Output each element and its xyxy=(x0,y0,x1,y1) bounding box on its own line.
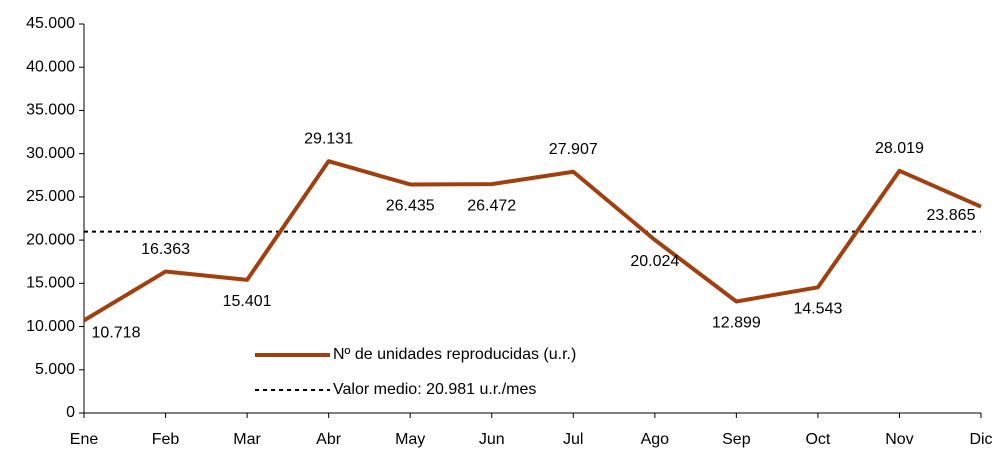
data-label: 14.543 xyxy=(793,301,842,318)
y-tick-label: 10.000 xyxy=(26,318,75,335)
y-tick-label: 45.000 xyxy=(26,15,75,32)
data-label: 10.718 xyxy=(92,325,141,342)
y-tick-label: 25.000 xyxy=(26,188,75,205)
data-label: 26.435 xyxy=(386,198,435,215)
data-label: 20.024 xyxy=(630,253,679,270)
x-tick-label: Mar xyxy=(233,431,261,448)
data-label: 28.019 xyxy=(875,140,924,157)
x-tick-label: Sep xyxy=(722,431,751,448)
y-tick-label: 30.000 xyxy=(26,145,75,162)
x-tick-label: May xyxy=(395,431,425,448)
legend-label: Nº de unidades reproducidas (u.r.) xyxy=(333,346,576,363)
x-tick-label: Feb xyxy=(152,431,180,448)
data-label: 23.865 xyxy=(927,207,976,224)
data-label: 15.401 xyxy=(223,293,272,310)
data-label: 27.907 xyxy=(549,141,598,158)
y-tick-label: 15.000 xyxy=(26,275,75,292)
x-tick-label: Dic xyxy=(969,431,992,448)
x-tick-label: Nov xyxy=(885,431,913,448)
y-tick-label: 0 xyxy=(66,404,75,421)
data-label: 26.472 xyxy=(467,197,516,214)
y-tick-label: 40.000 xyxy=(26,58,75,75)
data-label: 29.131 xyxy=(304,130,353,147)
x-tick-label: Ene xyxy=(70,431,99,448)
x-tick-label: Jul xyxy=(563,431,583,448)
x-tick-label: Jun xyxy=(479,431,505,448)
data-label: 12.899 xyxy=(712,315,761,332)
x-tick-label: Oct xyxy=(805,431,830,448)
data-label: 16.363 xyxy=(141,241,190,258)
series-line xyxy=(82,159,982,323)
x-tick-label: Abr xyxy=(316,431,342,448)
legend-label: Valor medio: 20.981 u.r./mes xyxy=(333,381,536,398)
y-tick-label: 20.000 xyxy=(26,231,75,248)
y-tick-label: 5.000 xyxy=(35,361,75,378)
y-tick-label: 35.000 xyxy=(26,102,75,119)
x-tick-label: Ago xyxy=(641,431,670,448)
